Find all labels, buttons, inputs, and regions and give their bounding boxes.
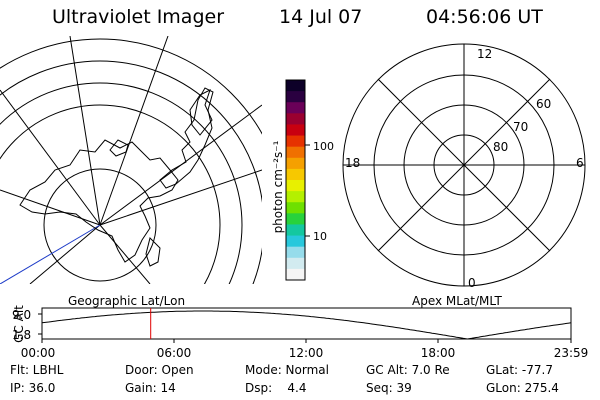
altitude-ytick: 9.0 [12, 308, 32, 322]
status-door: Door: Open [125, 363, 194, 377]
coast-outline [159, 87, 214, 189]
colorbar-segment [286, 80, 305, 92]
mlat-label-70: 70 [513, 120, 529, 134]
geographic-map [0, 36, 262, 284]
date-label: 14 Jul 07 [279, 6, 363, 28]
mlt-label-18: 18 [345, 156, 361, 170]
time-tick-label: 23:59 [553, 346, 589, 360]
continent-outline [145, 237, 161, 267]
altitude-ytick: 1.8 [12, 328, 32, 342]
time-tick-label: 18:00 [420, 346, 456, 360]
altitude-plot [38, 307, 572, 343]
colorbar-segment [286, 168, 305, 181]
colorbar-segment [286, 135, 305, 148]
lon-line [99, 36, 169, 226]
apex-panel-label: Apex MLat/MLT [412, 294, 502, 308]
terminator-line [0, 224, 101, 284]
colorbar-segment [286, 124, 305, 137]
status-seq: Seq: 39 [366, 381, 412, 395]
time-tick-label: 00:00 [20, 346, 56, 360]
colorbar-segment [286, 113, 305, 125]
colorbar-segment [286, 257, 305, 270]
colorbar [286, 80, 305, 281]
status-gc-alt: GC Alt: 7.0 Re [366, 363, 450, 377]
colorbar-segment [286, 180, 305, 192]
status-gain: Gain: 14 [125, 381, 176, 395]
mlt-label-6: 6 [576, 156, 584, 170]
mlat-label-80: 80 [493, 140, 509, 154]
lat-circle [43, 168, 157, 282]
colorbar-unit-label: photon cm⁻²s⁻¹ [271, 140, 285, 234]
mlt-label-12: 12 [477, 47, 493, 61]
status-ip: IP: 36.0 [10, 381, 56, 395]
time-tick-label: 12:00 [288, 346, 324, 360]
lat-circle [0, 82, 243, 284]
colorbar-tick-label: 10 [313, 230, 327, 243]
time-tick-label: 06:00 [156, 346, 192, 360]
status-glon: GLon: 275.4 [486, 381, 559, 395]
colorbar-segment [286, 146, 305, 159]
geographic-panel-label: Geographic Lat/Lon [68, 294, 186, 308]
colorbar-frame [285, 79, 306, 281]
status-flt: Flt: LBHL [10, 363, 64, 377]
mlt-label-0: 0 [468, 276, 476, 290]
lat-circle [0, 38, 262, 135]
colorbar-segment [286, 202, 305, 214]
colorbar-segment [286, 102, 305, 114]
colorbar-segment [286, 224, 305, 237]
status-glat: GLat: -77.7 [486, 363, 553, 377]
colorbar-segment [286, 157, 305, 170]
colorbar-segment [286, 268, 305, 281]
lon-line [0, 89, 101, 226]
lat-circle [0, 104, 221, 284]
instrument-title: Ultraviolet Imager [52, 6, 225, 28]
colorbar-segment [286, 235, 305, 248]
lon-line [29, 224, 101, 284]
continent-outline [19, 139, 179, 263]
mlt-line [377, 78, 551, 252]
lon-line [99, 169, 262, 226]
island-outline [109, 139, 129, 157]
lat-circle [0, 60, 262, 284]
status-dsp: Dsp: 4.4 [245, 381, 307, 395]
colorbar-segment [286, 213, 305, 225]
colorbar-tick-label: 100 [313, 140, 334, 153]
status-mode: Mode: Normal [245, 363, 329, 377]
altitude-curve [42, 310, 571, 339]
lon-line [0, 189, 101, 226]
colorbar-segment [286, 246, 305, 259]
colorbar-segment [286, 191, 305, 203]
time-label: 04:56:06 UT [426, 6, 543, 28]
mlat-label-60: 60 [536, 97, 552, 111]
polar-mlat-mlt-grid [342, 43, 586, 287]
colorbar-segment [286, 91, 305, 103]
lon-line [69, 36, 101, 226]
